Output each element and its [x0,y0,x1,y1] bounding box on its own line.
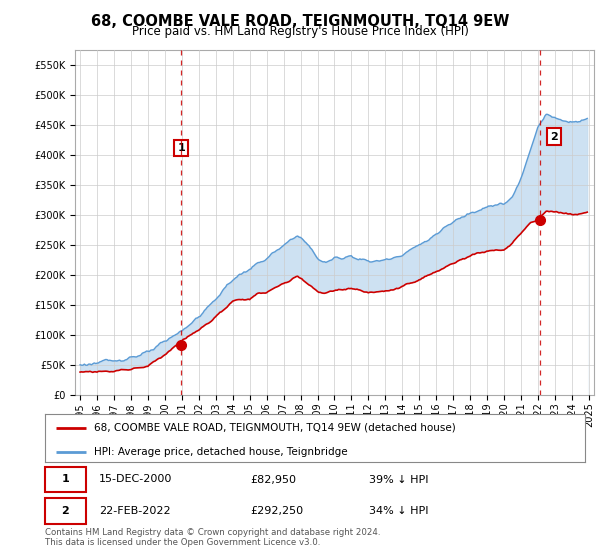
Text: £292,250: £292,250 [250,506,304,516]
Text: 22-FEB-2022: 22-FEB-2022 [99,506,170,516]
FancyBboxPatch shape [45,498,86,524]
Text: 34% ↓ HPI: 34% ↓ HPI [369,506,428,516]
Text: 1: 1 [61,474,69,484]
Text: 39% ↓ HPI: 39% ↓ HPI [369,474,428,484]
Text: 2: 2 [61,506,69,516]
Text: 15-DEC-2000: 15-DEC-2000 [99,474,172,484]
Text: 68, COOMBE VALE ROAD, TEIGNMOUTH, TQ14 9EW: 68, COOMBE VALE ROAD, TEIGNMOUTH, TQ14 9… [91,14,509,29]
Text: Price paid vs. HM Land Registry's House Price Index (HPI): Price paid vs. HM Land Registry's House … [131,25,469,38]
Text: 68, COOMBE VALE ROAD, TEIGNMOUTH, TQ14 9EW (detached house): 68, COOMBE VALE ROAD, TEIGNMOUTH, TQ14 9… [94,423,455,433]
Text: HPI: Average price, detached house, Teignbridge: HPI: Average price, detached house, Teig… [94,446,347,456]
Text: Contains HM Land Registry data © Crown copyright and database right 2024.
This d: Contains HM Land Registry data © Crown c… [45,528,380,547]
Text: 1: 1 [177,143,185,153]
Text: £82,950: £82,950 [250,474,296,484]
FancyBboxPatch shape [45,466,86,492]
Text: 2: 2 [550,132,557,142]
